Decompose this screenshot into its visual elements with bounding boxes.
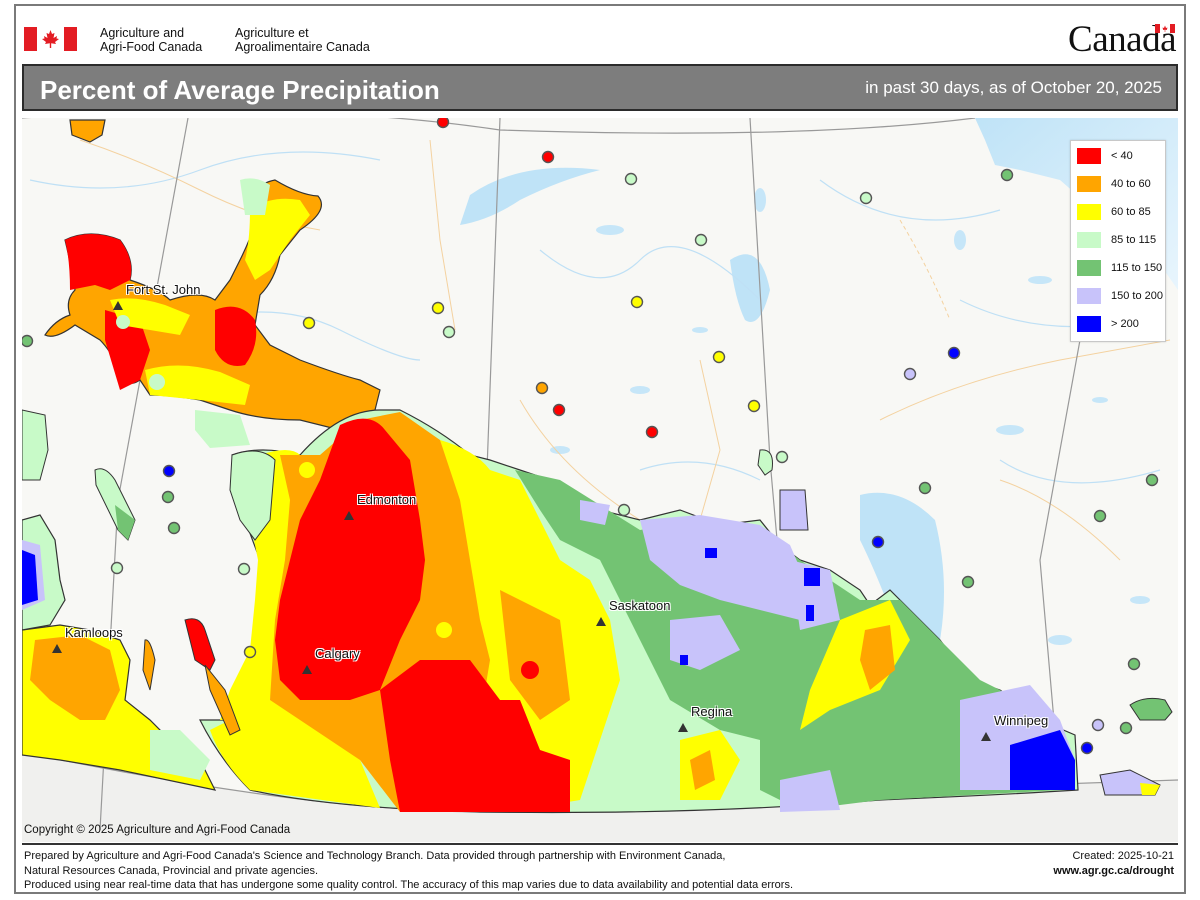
canada-flag-icon [24,27,77,51]
legend-swatch-150-200 [1077,288,1101,304]
city-label: Kamloops [65,625,123,640]
city-label: Edmonton [357,492,417,507]
station-marker [712,350,726,364]
city-marker-icon [596,617,606,626]
city-label: Saskatoon [609,598,671,613]
station-marker [161,490,175,504]
legend-label: 40 to 60 [1111,178,1151,190]
department-en-line1: Agriculture and [100,26,185,40]
copyright-notice: Copyright © 2025 Agriculture and Agri-Fo… [24,824,291,836]
station-marker [645,425,659,439]
city-marker-icon [113,301,123,310]
station-marker [22,334,34,348]
station-marker [110,561,124,575]
footer-credits: Prepared by Agriculture and Agri-Food Ca… [24,849,793,893]
created-date: Created: 2025-10-21 [1072,850,1174,862]
legend-swatch-115-150 [1077,260,1101,276]
map-subtitle: in past 30 days, as of October 20, 2025 [865,78,1162,97]
station-marker [694,233,708,247]
map-title: Percent of Average Precipitation [40,75,440,105]
legend-label: < 40 [1111,150,1133,162]
department-fr-line1: Agriculture et [235,26,309,40]
department-fr-line2: Agroalimentaire Canada [235,40,370,54]
station-marker [1119,721,1133,735]
station-marker [617,503,631,517]
station-marker [1000,168,1014,182]
station-marker [747,399,761,413]
credits-line2: Natural Resources Canada, Provincial and… [24,864,319,877]
station-marker [243,645,257,659]
legend-label: 60 to 85 [1111,206,1151,218]
city-marker-icon [344,511,354,520]
city-label: Regina [691,704,733,719]
legend-item: 40 to 60 [1077,176,1151,192]
station-marker [947,346,961,360]
city-label: Winnipeg [994,713,1049,728]
station-marker [1145,473,1159,487]
legend-label: > 200 [1111,318,1139,330]
city-label: Fort St. John [126,282,201,297]
wordmark-flag-icon [1155,24,1175,33]
station-marker [1093,509,1107,523]
city-marker-icon [678,723,688,732]
legend-swatch-60-85 [1077,204,1101,220]
station-marker [871,535,885,549]
legend-swatch-85-115 [1077,232,1101,248]
station-marker [775,450,789,464]
station-marker [541,150,555,164]
station-marker [961,575,975,589]
credits-line3: Produced using near real-time data that … [24,879,794,891]
station-marker [1127,657,1141,671]
footer-divider [22,843,1178,845]
city-marker-icon [302,665,312,674]
department-name-fr: Agriculture et Agroalimentaire Canada [235,26,370,54]
map-canvas [22,118,1178,842]
station-marker [162,464,176,478]
legend-item: 115 to 150 [1077,260,1162,276]
station-marker [630,295,644,309]
department-en-line2: Agri-Food Canada [100,40,203,54]
station-marker [442,325,456,339]
city-marker-icon [981,732,991,741]
station-marker [624,172,638,186]
legend-item: 150 to 200 [1077,288,1163,304]
station-marker [431,301,445,315]
station-marker [167,521,181,535]
title-bar: Percent of Average Precipitation in past… [22,64,1178,111]
legend-label: 85 to 115 [1111,234,1157,246]
legend-swatch-gt200 [1077,316,1101,332]
legend-label: 150 to 200 [1111,290,1163,302]
station-marker [918,481,932,495]
map-legend: < 40 40 to 60 60 to 85 85 to 115 115 to … [1070,140,1166,342]
station-marker [436,118,450,129]
legend-swatch-lt40 [1077,148,1101,164]
drought-url-link[interactable]: www.agr.gc.ca/drought [1053,864,1174,877]
station-marker [552,403,566,417]
station-marker [1091,718,1105,732]
legend-item: 85 to 115 [1077,232,1156,248]
station-marker [1080,741,1094,755]
legend-swatch-40-60 [1077,176,1101,192]
legend-item: < 40 [1077,148,1133,164]
legend-label: 115 to 150 [1111,262,1163,274]
city-marker-icon [52,644,62,653]
legend-item: > 200 [1077,316,1139,332]
station-marker [237,562,251,576]
legend-item: 60 to 85 [1077,204,1151,220]
credits-line1: Prepared by Agriculture and Agri-Food Ca… [24,850,726,862]
footer-created: Created: 2025-10-21 www.agr.gc.ca/drough… [1053,849,1174,878]
station-marker [535,381,549,395]
precipitation-map: Fort St. John Edmonton Kamloops Calgary Sask… [22,118,1178,842]
department-name-en: Agriculture and Agri-Food Canada [100,26,202,54]
station-marker [302,316,316,330]
station-marker [859,191,873,205]
station-marker [903,367,917,381]
city-label: Calgary [315,646,360,661]
